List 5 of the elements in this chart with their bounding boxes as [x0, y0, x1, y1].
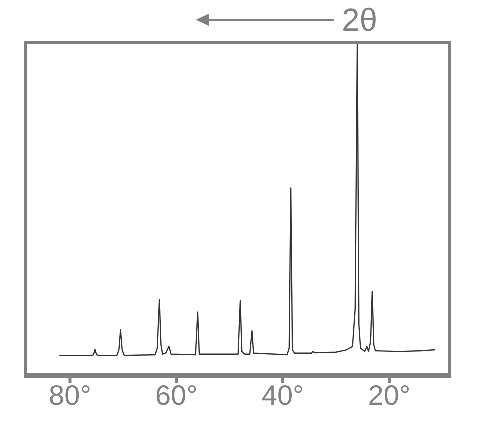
x-axis-title: 2θ — [342, 1, 378, 40]
x-tick-label: 60° — [155, 380, 198, 411]
x-tick-label: 80° — [49, 380, 92, 411]
x-tick-label: 40° — [262, 380, 304, 411]
x-tick-label: 20° — [368, 380, 411, 411]
